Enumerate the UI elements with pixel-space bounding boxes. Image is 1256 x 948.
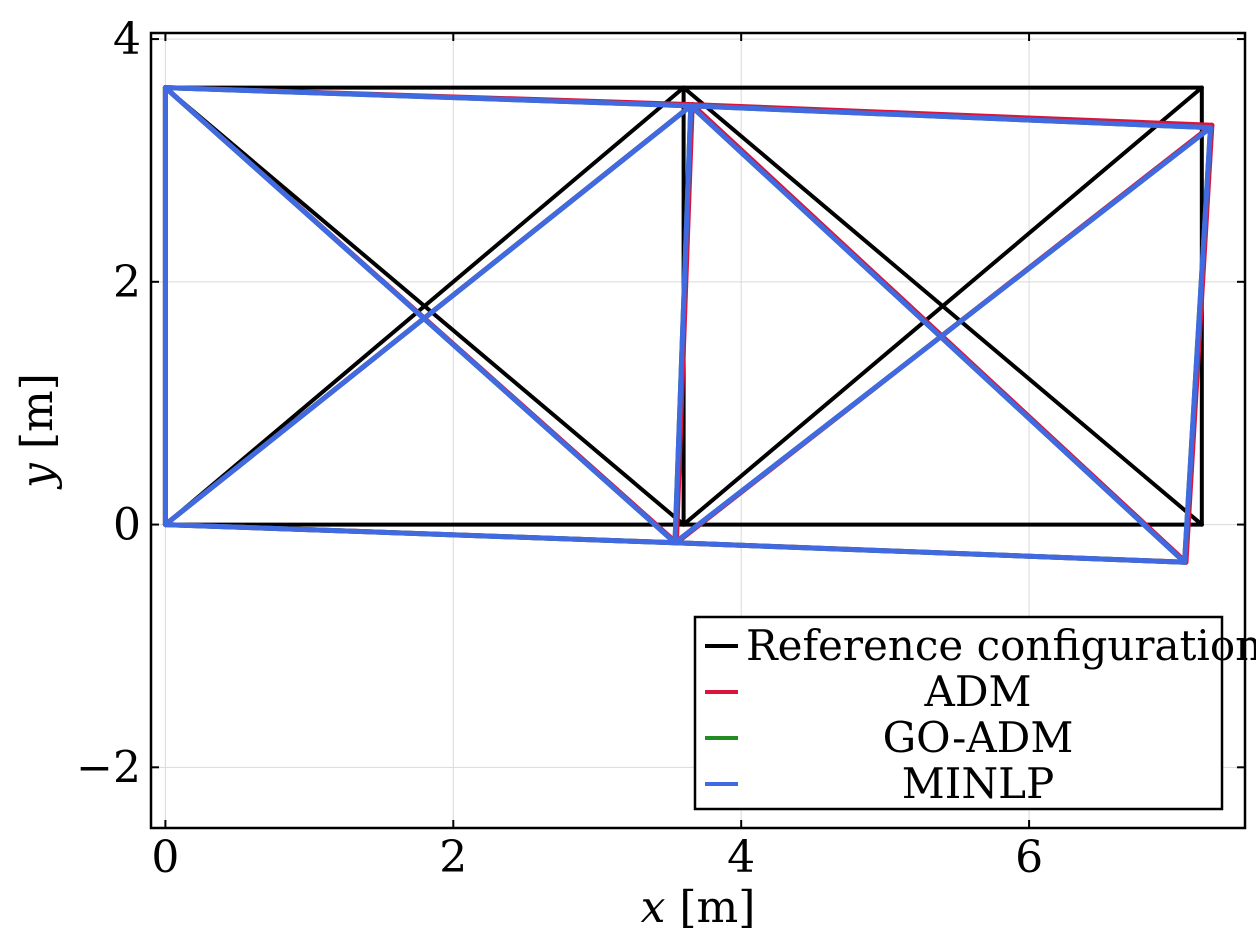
legend-label-adm: ADM bbox=[923, 667, 1031, 716]
x-axis-variable: x bbox=[641, 882, 666, 933]
y-axis-variable: y bbox=[12, 462, 63, 490]
truss-member bbox=[672, 540, 1188, 565]
y-tick-label: 0 bbox=[113, 500, 141, 551]
x-axis-label: x [m] bbox=[641, 882, 756, 933]
y-tick-label: −2 bbox=[76, 742, 141, 793]
legend-label-minlp: MINLP bbox=[902, 759, 1055, 808]
truss-member bbox=[162, 522, 678, 546]
x-tick-label: 4 bbox=[727, 832, 755, 883]
truss-member bbox=[672, 103, 694, 546]
legend-box bbox=[693, 615, 1224, 811]
truss-member bbox=[688, 103, 1188, 565]
truss-member bbox=[162, 103, 694, 528]
y-axis-unit: [m] bbox=[12, 373, 63, 463]
legend-label-go-adm: GO-ADM bbox=[883, 713, 1074, 762]
truss-member bbox=[688, 103, 1213, 131]
x-axis-unit: [m] bbox=[665, 882, 755, 933]
axis-ticks bbox=[151, 33, 1245, 828]
truss-member bbox=[162, 85, 678, 546]
y-tick-label: 2 bbox=[113, 257, 141, 308]
truss-member bbox=[672, 125, 1213, 546]
plot-area-frame bbox=[149, 31, 1247, 830]
truss-member bbox=[1182, 125, 1213, 565]
truss-member bbox=[162, 85, 694, 109]
truss-member bbox=[163, 85, 686, 527]
series-minlp bbox=[162, 85, 1213, 565]
truss-members bbox=[162, 85, 1215, 565]
x-tick-label: 6 bbox=[1015, 832, 1043, 883]
truss-member bbox=[681, 85, 1204, 527]
y-tick-label: 4 bbox=[113, 14, 141, 65]
x-tick-label: 2 bbox=[439, 832, 467, 883]
y-axis-label: y [m] bbox=[12, 373, 63, 490]
legend-label-reference-configuration: Reference configuration bbox=[746, 621, 1256, 670]
x-tick-label: 0 bbox=[151, 832, 179, 883]
